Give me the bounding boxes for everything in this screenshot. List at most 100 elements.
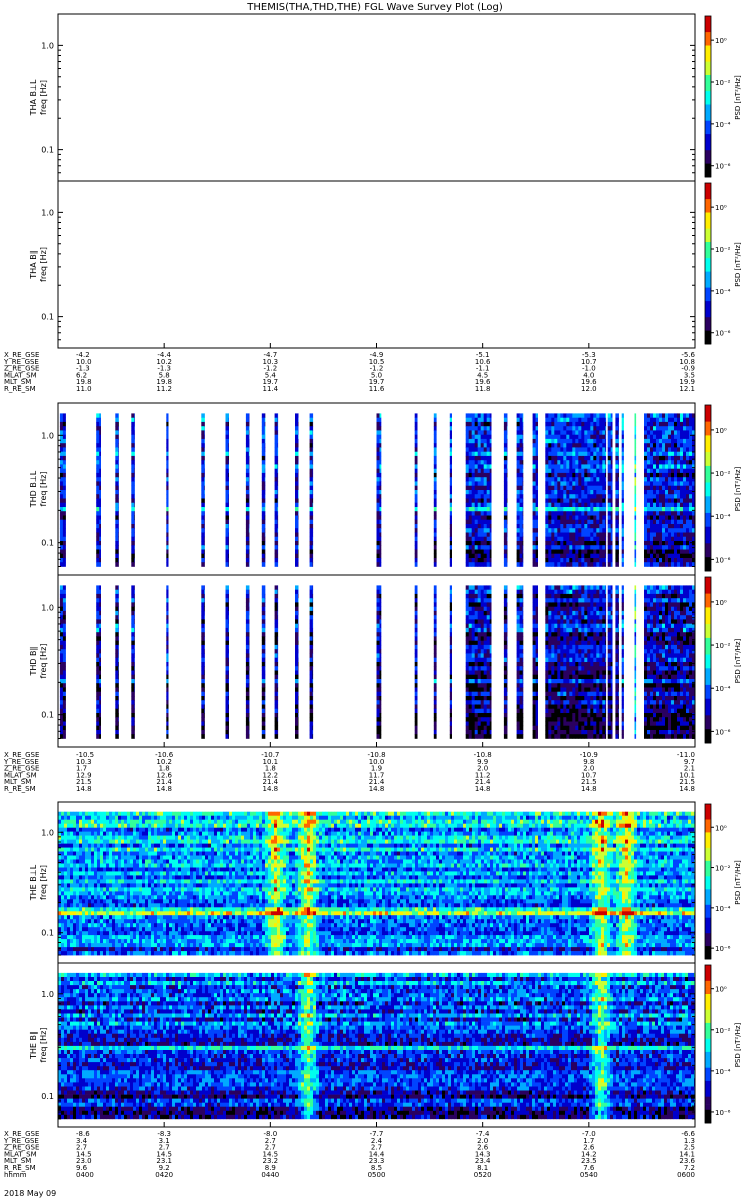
panel-ylabel: THE B⊥L xyxy=(29,864,38,901)
colorbar-tick-label: 10⁻² xyxy=(715,1027,731,1035)
y-tick-label: 0.1 xyxy=(41,539,54,548)
y-tick-label: 1.0 xyxy=(41,603,54,612)
ephemeris-value: 11.2 xyxy=(156,385,172,393)
ephemeris-value: 12.0 xyxy=(581,385,597,393)
ephemeris-label: hhmm xyxy=(4,1171,27,1179)
colorbar-tick-label: 10⁰ xyxy=(715,824,727,832)
colorbar-tick-label: 10⁰ xyxy=(715,204,727,212)
colorbar-label: PSD [nT²/Hz] xyxy=(734,466,742,511)
y-tick-label: 1.0 xyxy=(41,41,54,50)
ephemeris-value: 11.4 xyxy=(263,385,279,393)
heatmap-thd_bpar xyxy=(60,585,695,738)
heatmap-thd_bll xyxy=(60,413,695,566)
colorbar-tick-label: 10⁻⁶ xyxy=(715,330,731,338)
colorbar-tick-label: 10⁻⁶ xyxy=(715,728,731,736)
ephemeris-value: 14.8 xyxy=(263,785,279,793)
ephemeris-value: 14.8 xyxy=(475,785,491,793)
colorbar-tick-label: 10⁰ xyxy=(715,599,727,607)
colorbar-tick-label: 10⁰ xyxy=(715,986,727,994)
panel-frame xyxy=(58,181,695,348)
panel-ylabel: THD B⊥L xyxy=(29,470,38,508)
colorbar-tick-label: 10⁻² xyxy=(715,79,731,87)
y-tick-label: 1.0 xyxy=(41,431,54,440)
ephemeris-value: 0600 xyxy=(677,1171,695,1179)
ephemeris-value: 14.8 xyxy=(679,785,695,793)
panel-thd_bll: 1.0 0.1 THD B⊥L freq [Hz] 10⁰ 10⁻² 10⁻⁴ 10⁻⁶ PSD… xyxy=(29,403,742,575)
colorbar-label: PSD [nT²/Hz] xyxy=(734,1022,742,1067)
colorbar-tick-label: 10⁻² xyxy=(715,642,731,650)
ephemeris-value: 11.0 xyxy=(76,385,92,393)
panel-ylabel: THA B∥ xyxy=(29,250,38,279)
colorbar-label: PSD [nT²/Hz] xyxy=(734,75,742,120)
date-label: 2018 May 09 xyxy=(4,1189,56,1198)
colorbar-label: PSD [nT²/Hz] xyxy=(734,860,742,905)
ephemeris-value: 0440 xyxy=(261,1171,279,1179)
colorbar-tick-label: 10⁰ xyxy=(715,37,727,45)
ephemeris-value: 0420 xyxy=(155,1171,173,1179)
y-tick-label: 0.1 xyxy=(41,711,54,720)
colorbar-tha_bll: 10⁰ 10⁻² 10⁻⁴ 10⁻⁶ PSD [nT²/Hz] xyxy=(705,16,742,177)
y-tick-label: 0.1 xyxy=(41,929,54,938)
colorbar-tick-label: 10⁻² xyxy=(715,246,731,254)
panel-ylabel-units: freq [Hz] xyxy=(39,247,48,282)
colorbar-label: PSD [nT²/Hz] xyxy=(734,242,742,287)
panel-ylabel: THE B∥ xyxy=(29,1031,38,1060)
colorbar-tha_bpar: 10⁰ 10⁻² 10⁻⁴ 10⁻⁶ PSD [nT²/Hz] xyxy=(705,183,742,344)
y-tick-label: 0.1 xyxy=(41,313,54,322)
panel-ylabel-units: freq [Hz] xyxy=(39,472,48,507)
colorbar-tick-label: 10⁻⁴ xyxy=(715,288,731,296)
colorbar-tick-label: 10⁻⁶ xyxy=(715,163,731,171)
panel-thd_bpar: 1.0 0.1 THD B∥ freq [Hz] 10⁰ 10⁻² 10⁻⁴ 10⁻⁶ PSD … xyxy=(29,575,742,747)
ephemeris-value: 0520 xyxy=(474,1171,492,1179)
panel-tha_bpar: 1.0 0.1 THA B∥ freq [Hz] 10⁰ 10⁻² 10⁻⁴ 10⁻⁶ PSD … xyxy=(29,181,742,348)
ephemeris-value: 14.8 xyxy=(76,785,92,793)
ephemeris-value: 12.1 xyxy=(679,385,695,393)
ephemeris-thd: X_RE_GSEY_RE_GSEZ_RE_GSEMLAT_SMMLT_SMR_R… xyxy=(3,742,695,793)
ephemeris-value: 0400 xyxy=(76,1171,94,1179)
colorbar-tick-label: 10⁻⁴ xyxy=(715,513,731,521)
colorbar-thd_bll: 10⁰ 10⁻² 10⁻⁴ 10⁻⁶ PSD [nT²/Hz] xyxy=(705,405,742,571)
colorbar-tick-label: 10⁻⁶ xyxy=(715,945,731,953)
panel-ylabel: THD B∥ xyxy=(29,646,38,676)
panel-ylabel: THA B⊥L xyxy=(29,79,38,116)
ephemeris-the: X_RE_GSEY_RE_GSEZ_RE_GSEMLAT_SMMLT_SMR_R… xyxy=(3,1122,696,1179)
colorbar-label: PSD [nT²/Hz] xyxy=(734,638,742,683)
panel-ylabel-units: freq [Hz] xyxy=(39,644,48,679)
panel-frame xyxy=(58,14,695,181)
y-tick-label: 1.0 xyxy=(41,828,54,837)
ephemeris-value: 0540 xyxy=(580,1171,598,1179)
y-tick-label: 1.0 xyxy=(41,990,54,999)
ephemeris-value: 0500 xyxy=(368,1171,386,1179)
colorbar-tick-label: 10⁰ xyxy=(715,427,727,435)
colorbar-tick-label: 10⁻⁴ xyxy=(715,905,731,913)
panel-ylabel-units: freq [Hz] xyxy=(39,80,48,115)
colorbar-tick-label: 10⁻² xyxy=(715,470,731,478)
heatmap-the_bll xyxy=(58,812,695,956)
ephemeris-label: R_RE_SM xyxy=(4,785,36,793)
colorbar-the_bll: 10⁰ 10⁻² 10⁻⁴ 10⁻⁶ PSD [nT²/Hz] xyxy=(705,804,742,959)
colorbar-thd_bpar: 10⁰ 10⁻² 10⁻⁴ 10⁻⁶ PSD [nT²/Hz] xyxy=(705,577,742,743)
heatmap-the_bpar xyxy=(58,973,695,1119)
y-tick-label: 0.1 xyxy=(41,1092,54,1101)
colorbar-tick-label: 10⁻⁶ xyxy=(715,556,731,564)
panel-the_bll: 1.0 0.1 THE B⊥L freq [Hz] 10⁰ 10⁻² 10⁻⁴ 10⁻⁶ PSD… xyxy=(29,802,742,963)
ephemeris-value: 14.8 xyxy=(581,785,597,793)
ephemeris-value: 11.8 xyxy=(475,385,491,393)
ephemeris-value: 11.6 xyxy=(369,385,385,393)
y-tick-label: 1.0 xyxy=(41,208,54,217)
colorbar-tick-label: 10⁻⁴ xyxy=(715,121,731,129)
colorbar-tick-label: 10⁻⁴ xyxy=(715,685,731,693)
ephemeris-tha: X_RE_GSEY_RE_GSEZ_RE_GSEMLAT_SMMLT_SMR_R… xyxy=(3,343,696,393)
plot-title: THEMIS(THA,THD,THE) FGL Wave Survey Plot… xyxy=(246,2,503,13)
ephemeris-label: R_RE_SM xyxy=(4,385,36,393)
colorbar-tick-label: 10⁻² xyxy=(715,865,731,873)
ephemeris-value: 14.8 xyxy=(369,785,385,793)
colorbar-tick-label: 10⁻⁶ xyxy=(715,1109,731,1117)
y-tick-label: 0.1 xyxy=(41,146,54,155)
panel-ylabel-units: freq [Hz] xyxy=(39,865,48,900)
panel-ylabel-units: freq [Hz] xyxy=(39,1028,48,1063)
